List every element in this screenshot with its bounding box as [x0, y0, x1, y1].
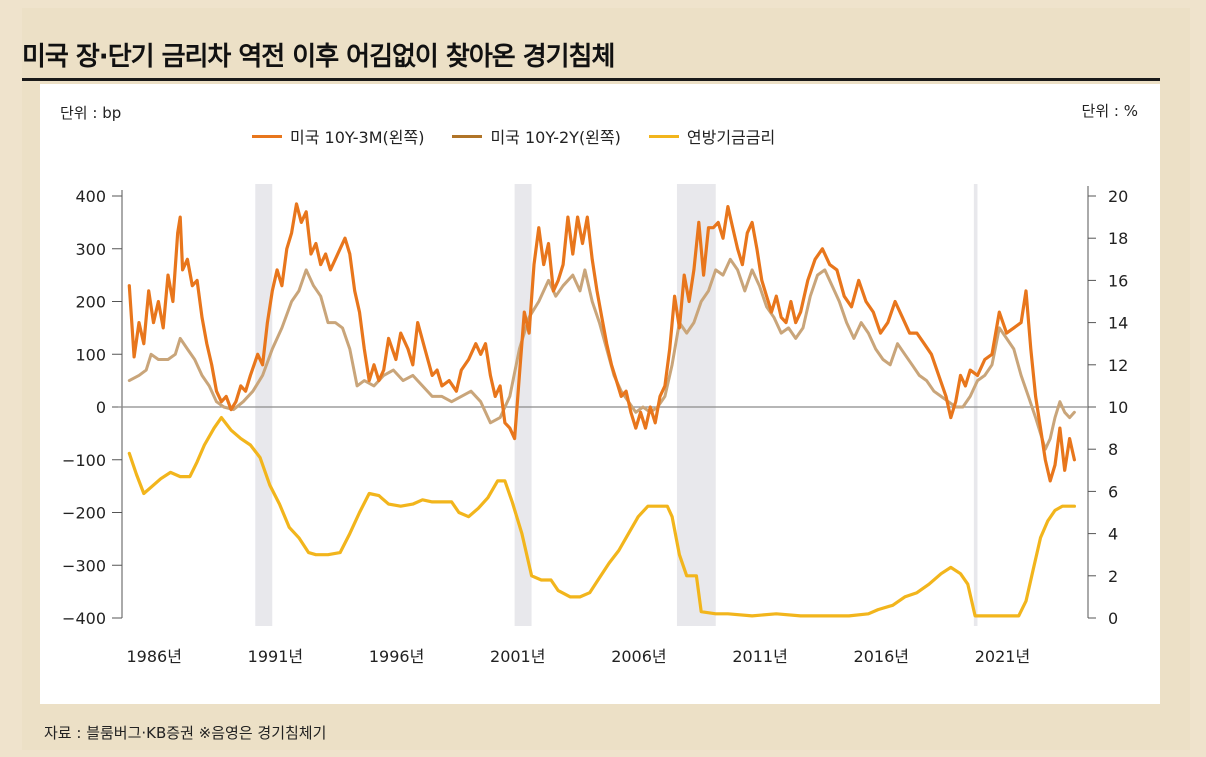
legend-item-fed-funds: 연방기금금리 [648, 124, 776, 148]
right-tick-label: 16 [1108, 271, 1128, 290]
x-tick-label: 2001년 [490, 647, 545, 666]
legend-item-10y2y: 미국 10Y-2Y(왼쪽) [452, 124, 621, 148]
left-tick-label: −100 [62, 451, 106, 470]
left-tick-label: 0 [96, 398, 106, 417]
legend-label-fed-funds: 연방기금금리 [686, 128, 776, 147]
x-tick-label: 2006년 [611, 647, 666, 666]
series-line-0 [127, 202, 1076, 483]
x-tick-label: 2021년 [975, 647, 1030, 666]
plot-panel [40, 84, 1160, 704]
left-tick-label: 100 [75, 345, 106, 364]
recession-band-3 [973, 184, 978, 626]
x-tick-label: 1986년 [127, 647, 182, 666]
right-tick-label: 2 [1108, 567, 1118, 586]
left-tick-label: 200 [75, 293, 106, 312]
right-tick-label: 8 [1108, 440, 1118, 459]
x-tick-label: 1991년 [248, 647, 303, 666]
right-tick-label: 18 [1108, 229, 1128, 248]
source-note: 자료 : 블룸버그·KB증권 ※음영은 경기침체기 [44, 724, 327, 742]
right-tick-label: 6 [1108, 482, 1118, 501]
right-tick-label: 12 [1108, 356, 1128, 375]
legend-swatch-10y2y [452, 134, 483, 138]
title-divider [22, 78, 1160, 81]
legend-swatch-fed-funds [648, 134, 679, 138]
legend-label-10y3m: 미국 10Y-3M(왼쪽) [290, 128, 425, 147]
right-tick-label: 4 [1108, 525, 1118, 544]
left-axis-unit: 단위 : bp [60, 104, 122, 122]
legend-swatch-10y3m [252, 134, 282, 138]
recession-band-0 [255, 184, 273, 626]
legend: 미국 10Y-3M(왼쪽) 미국 10Y-2Y(왼쪽) 연방기금금리 [252, 124, 775, 148]
left-tick-label: −400 [62, 609, 106, 628]
right-axis-unit: 단위 : % [1081, 102, 1138, 120]
right-tick-label: 10 [1108, 398, 1128, 417]
left-tick-label: −200 [62, 504, 106, 523]
series-line-2 [127, 416, 1076, 618]
left-tick-label: 400 [75, 187, 106, 206]
page-title: 미국 장·단기 금리차 역전 이후 어김없이 찾아온 경기침체 [22, 42, 615, 72]
series-line-1 [127, 257, 1076, 451]
x-tick-label: 2011년 [732, 647, 787, 666]
right-tick-label: 20 [1108, 187, 1128, 206]
x-tick-label: 1996년 [369, 647, 424, 666]
x-tick-label: 2016년 [854, 647, 909, 666]
legend-item-10y3m: 미국 10Y-3M(왼쪽) [252, 124, 424, 148]
left-tick-label: −300 [62, 556, 106, 575]
left-tick-label: 300 [75, 240, 106, 259]
recession-band-1 [514, 184, 532, 626]
legend-label-10y2y: 미국 10Y-2Y(왼쪽) [490, 128, 621, 147]
right-tick-label: 0 [1108, 609, 1118, 628]
right-tick-label: 14 [1108, 314, 1128, 333]
